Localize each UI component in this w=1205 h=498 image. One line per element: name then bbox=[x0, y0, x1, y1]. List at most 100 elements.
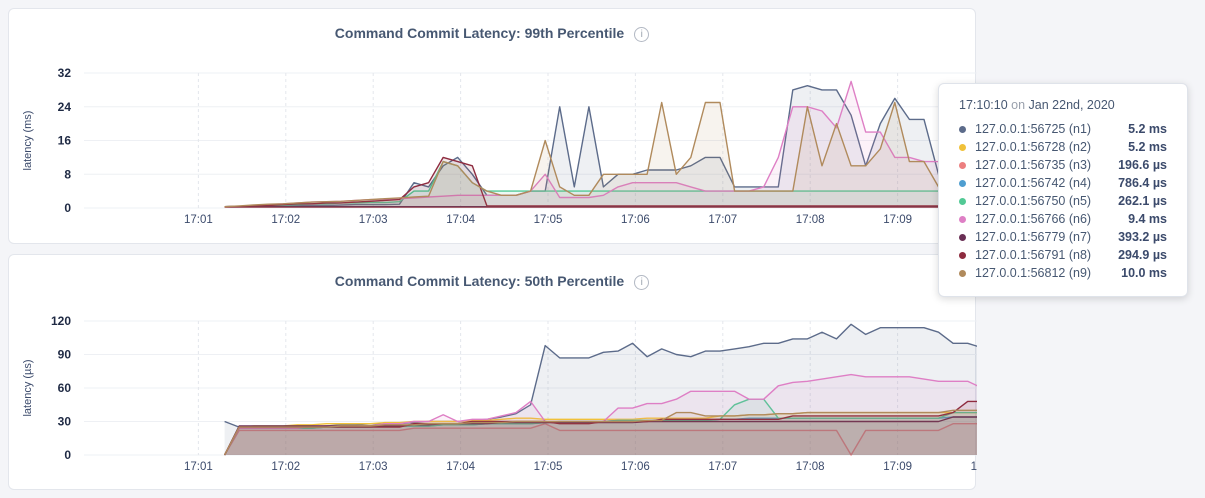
x-tick-label: 17:02 bbox=[271, 461, 300, 473]
chart-title: Command Commit Latency: 50th Percentile i bbox=[9, 273, 975, 290]
tooltip-node-value: 196.6 µs bbox=[1118, 158, 1167, 172]
p99-latency-chart[interactable]: 0 8 16 24 32 17:01 17:02 17:03 17:04 17:05 17:06 17… bbox=[9, 9, 977, 245]
series-area-n9 bbox=[224, 102, 977, 208]
series-line-n3[interactable] bbox=[223, 422, 977, 456]
series-line-n8[interactable] bbox=[223, 377, 977, 456]
series-line-n8[interactable] bbox=[224, 156, 977, 208]
x-tick-label: 17:08 bbox=[796, 214, 825, 226]
legend-dot-icon bbox=[959, 215, 966, 223]
tooltip-node-name: 127.0.0.1:56742 (n4) bbox=[975, 176, 1092, 190]
x-tick-label: 17:05 bbox=[534, 214, 563, 226]
tooltip-row-n7: 127.0.0.1:56779 (n7) 393.2 µs bbox=[959, 228, 1167, 246]
tooltip-row-n4: 127.0.0.1:56742 (n4) 786.4 µs bbox=[959, 174, 1167, 192]
tooltip-header: 17:10:10 on Jan 22nd, 2020 bbox=[959, 98, 1167, 112]
legend-dot-icon bbox=[959, 161, 966, 169]
x-tick-label: 17:09 bbox=[883, 461, 912, 473]
x-tick-label: 17:04 bbox=[446, 214, 475, 226]
series-area-n3 bbox=[224, 423, 977, 455]
y-tick-label: 90 bbox=[58, 348, 72, 362]
series-area-n8 bbox=[224, 401, 977, 455]
y-axis-label: latency (ms) bbox=[22, 111, 34, 171]
series-line-n1[interactable] bbox=[224, 84, 977, 208]
tooltip-row-n5: 127.0.0.1:56750 (n5) 262.1 µs bbox=[959, 192, 1167, 210]
tooltip-node-name: 127.0.0.1:56766 (n6) bbox=[975, 212, 1092, 226]
x-tick-label: 17:10 bbox=[971, 461, 977, 473]
x-tick-label: 17:05 bbox=[534, 461, 563, 473]
series-area-n9 bbox=[224, 410, 977, 455]
chart-title-text: Command Commit Latency: 99th Percentile bbox=[334, 25, 625, 41]
tooltip-row-n8: 127.0.0.1:56791 (n8) 294.9 µs bbox=[959, 246, 1167, 264]
tooltip-time: 17:10:10 bbox=[959, 98, 1008, 112]
y-tick-label: 0 bbox=[64, 201, 71, 215]
y-tick-label: 8 bbox=[64, 167, 71, 181]
legend-dot-icon bbox=[959, 143, 966, 151]
hover-tooltip: 17:10:10 on Jan 22nd, 2020 127.0.0.1:567… bbox=[938, 83, 1188, 297]
y-tick-label: 120 bbox=[51, 314, 71, 328]
tooltip-node-value: 262.1 µs bbox=[1118, 194, 1167, 208]
x-tick-label: 17:07 bbox=[708, 461, 737, 473]
chart-title-text: Command Commit Latency: 50th Percentile bbox=[334, 273, 625, 289]
legend-dot-icon bbox=[959, 233, 966, 241]
p50-latency-chart[interactable]: 0 30 60 90 120 17:01 17:02 17:03 17:04 17:05 17:06… bbox=[9, 255, 977, 491]
y-tick-label: 16 bbox=[58, 134, 72, 148]
y-tick-label: 0 bbox=[64, 448, 71, 462]
series-area-n2 bbox=[224, 412, 977, 455]
tooltip-node-value: 5.2 ms bbox=[1128, 122, 1167, 136]
tooltip-node-name: 127.0.0.1:56791 (n8) bbox=[975, 248, 1092, 262]
y-tick-label: 24 bbox=[58, 100, 72, 114]
y-tick-label: 60 bbox=[58, 381, 72, 395]
legend-dot-icon bbox=[959, 179, 966, 187]
x-tick-label: 17:08 bbox=[796, 461, 825, 473]
y-axis-label: latency (µs) bbox=[22, 359, 34, 416]
y-tick-label: 32 bbox=[58, 66, 72, 80]
tooltip-node-name: 127.0.0.1:56750 (n5) bbox=[975, 194, 1092, 208]
tooltip-node-value: 294.9 µs bbox=[1118, 248, 1167, 262]
series-area-n6 bbox=[224, 81, 977, 208]
series-area-n6 bbox=[224, 374, 977, 455]
series-area-n7 bbox=[224, 417, 977, 455]
x-tick-label: 17:04 bbox=[446, 461, 475, 473]
series-line-n6[interactable] bbox=[223, 373, 977, 456]
tooltip-date: Jan 22nd, 2020 bbox=[1028, 98, 1115, 112]
tooltip-on: on bbox=[1011, 98, 1026, 112]
tooltip-node-name: 127.0.0.1:56779 (n7) bbox=[975, 230, 1092, 244]
x-tick-label: 17:06 bbox=[621, 461, 650, 473]
series-line-n9[interactable] bbox=[223, 409, 977, 456]
tooltip-row-n3: 127.0.0.1:56735 (n3) 196.6 µs bbox=[959, 156, 1167, 174]
tooltip-node-value: 786.4 µs bbox=[1118, 176, 1167, 190]
legend-dot-icon bbox=[959, 251, 966, 259]
tooltip-node-name: 127.0.0.1:56728 (n2) bbox=[975, 140, 1092, 154]
legend-dot-icon bbox=[959, 197, 966, 205]
x-tick-label: 17:03 bbox=[359, 461, 388, 473]
tooltip-node-name: 127.0.0.1:56812 (n9) bbox=[975, 266, 1092, 280]
series-line-n1[interactable] bbox=[224, 323, 977, 428]
tooltip-row-n9: 127.0.0.1:56812 (n9) 10.0 ms bbox=[959, 264, 1167, 282]
info-icon[interactable]: i bbox=[634, 26, 650, 42]
series-line-n5[interactable] bbox=[224, 160, 977, 208]
tooltip-node-value: 9.4 ms bbox=[1128, 212, 1167, 226]
tooltip-node-value: 5.2 ms bbox=[1128, 140, 1167, 154]
tooltip-row-n2: 127.0.0.1:56728 (n2) 5.2 ms bbox=[959, 138, 1167, 156]
tooltip-node-value: 393.2 µs bbox=[1118, 230, 1167, 244]
tooltip-node-name: 127.0.0.1:56735 (n3) bbox=[975, 158, 1092, 172]
tooltip-rows: 127.0.0.1:56725 (n1) 5.2 ms 127.0.0.1:5672… bbox=[959, 120, 1167, 282]
legend-dot-icon bbox=[959, 125, 966, 133]
series-line-n7[interactable] bbox=[223, 410, 977, 456]
x-tick-label: 17:02 bbox=[271, 214, 300, 226]
tooltip-row-n6: 127.0.0.1:56766 (n6) 9.4 ms bbox=[959, 210, 1167, 228]
series-area-n1 bbox=[224, 324, 977, 455]
info-icon[interactable]: i bbox=[634, 274, 650, 290]
series-area-n8 bbox=[224, 157, 977, 208]
x-tick-label: 17:03 bbox=[359, 214, 388, 226]
series-line-n9[interactable] bbox=[224, 101, 977, 208]
x-tick-label: 17:07 bbox=[708, 214, 737, 226]
x-tick-label: 17:09 bbox=[883, 214, 912, 226]
legend-dot-icon bbox=[959, 269, 966, 277]
chart-title: Command Commit Latency: 99th Percentile i bbox=[9, 25, 975, 42]
tooltip-node-name: 127.0.0.1:56725 (n1) bbox=[975, 122, 1092, 136]
tooltip-row-n1: 127.0.0.1:56725 (n1) 5.2 ms bbox=[959, 120, 1167, 138]
series-line-n2[interactable] bbox=[223, 411, 977, 456]
series-area-n5 bbox=[224, 399, 977, 455]
x-tick-label: 17:06 bbox=[621, 214, 650, 226]
x-tick-label: 17:01 bbox=[184, 214, 213, 226]
